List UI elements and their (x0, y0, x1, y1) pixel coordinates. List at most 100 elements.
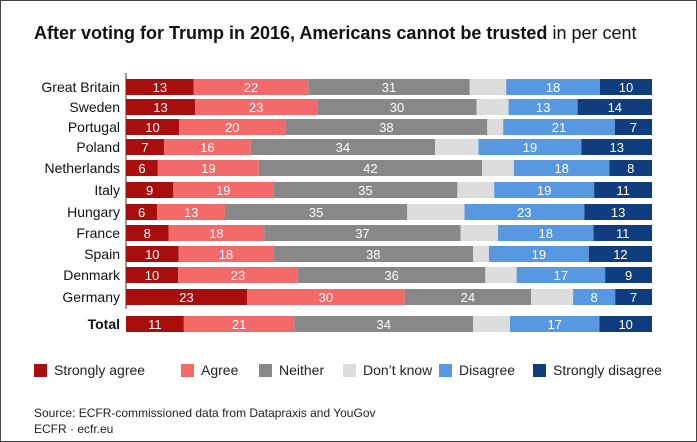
bar-italy-strongly-agree (126, 182, 174, 198)
bar-italy-don-t-know (457, 182, 495, 198)
bar-great-britain-neither (308, 79, 470, 95)
category-label-netherlands: Netherlands (45, 160, 121, 176)
bar-italy-strongly-disagree (594, 182, 652, 198)
data-label-poland-neither: 34 (336, 140, 350, 155)
data-label-spain-strongly-disagree: 12 (613, 247, 627, 262)
bar-germany-neither (404, 289, 532, 305)
bar-total-strongly-disagree (599, 316, 652, 332)
bar-netherlands-strongly-agree (126, 160, 158, 176)
legend-label-agree: Agree (201, 362, 239, 378)
data-label-germany-disagree: 8 (591, 290, 598, 305)
bar-hungary-agree (157, 204, 225, 220)
bar-spain-agree (178, 246, 274, 262)
bar-germany-strongly-disagree (615, 289, 652, 305)
data-label-sweden-strongly-disagree: 14 (608, 100, 622, 115)
legend-item-strongly-disagree: Strongly disagree (533, 362, 662, 378)
category-label-italy: Italy (94, 182, 120, 198)
bar-portugal-don-t-know (487, 119, 504, 135)
data-label-poland-disagree: 19 (523, 140, 537, 155)
data-label-france-strongly-agree: 8 (144, 226, 151, 241)
data-label-germany-agree: 30 (319, 290, 333, 305)
data-label-portugal-strongly-agree: 10 (145, 120, 159, 135)
data-label-france-agree: 18 (209, 226, 223, 241)
legend-label-neither: Neither (279, 362, 325, 378)
data-label-great-britain-neither: 31 (382, 80, 396, 95)
data-label-italy-strongly-agree: 9 (146, 183, 153, 198)
bar-hungary-strongly-disagree (584, 204, 652, 220)
legend-item-agree: Agree (181, 362, 238, 378)
data-label-netherlands-disagree: 18 (554, 161, 568, 176)
data-label-portugal-disagree: 21 (552, 120, 566, 135)
bar-france-agree (168, 225, 265, 241)
data-label-great-britain-agree: 22 (244, 80, 258, 95)
bar-france-disagree (497, 225, 594, 241)
data-label-spain-neither: 38 (366, 247, 380, 262)
category-label-france: France (76, 225, 120, 241)
bar-hungary-don-t-know (407, 204, 465, 220)
bar-great-britain-strongly-agree (126, 79, 194, 95)
category-label-hungary: Hungary (67, 204, 120, 220)
data-label-total-disagree: 17 (547, 317, 561, 332)
bar-germany-disagree (573, 289, 616, 305)
data-label-italy-disagree: 19 (537, 183, 551, 198)
bar-germany-strongly-agree (126, 289, 247, 305)
bar-sweden-strongly-agree (126, 99, 196, 115)
bar-france-don-t-know (460, 225, 498, 241)
bar-netherlands-don-t-know (481, 160, 514, 176)
bar-sweden-disagree (508, 99, 578, 115)
data-label-france-strongly-disagree: 11 (616, 226, 630, 241)
data-label-hungary-disagree: 23 (517, 205, 531, 220)
bar-hungary-neither (224, 204, 408, 220)
bar-poland-agree (163, 139, 251, 155)
credit-note: ECFR · ecfr.eu (34, 422, 114, 436)
category-label-denmark: Denmark (63, 267, 121, 283)
data-label-spain-agree: 18 (219, 247, 233, 262)
category-label-great-britain: Great Britain (41, 79, 120, 95)
legend-swatch-dont-know (343, 364, 356, 377)
data-label-sweden-neither: 30 (390, 100, 404, 115)
bar-denmark-don-t-know (485, 267, 517, 283)
legend-item-dont-know: Don’t know (343, 362, 432, 378)
bar-total-disagree (509, 316, 600, 332)
bar-spain-disagree (488, 246, 589, 262)
data-label-sweden-strongly-agree: 13 (153, 100, 167, 115)
bar-italy-neither (273, 182, 458, 198)
data-label-netherlands-neither: 42 (363, 161, 377, 176)
bar-netherlands-disagree (513, 160, 610, 176)
data-label-poland-strongly-agree: 7 (141, 140, 148, 155)
data-label-portugal-neither: 38 (379, 120, 393, 135)
bar-italy-agree (173, 182, 274, 198)
bar-france-strongly-disagree (593, 225, 652, 241)
chart-title-unit: in per cent (552, 23, 637, 43)
data-label-hungary-agree: 13 (184, 205, 198, 220)
data-label-germany-strongly-disagree: 7 (630, 290, 637, 305)
data-label-germany-strongly-agree: 23 (179, 290, 193, 305)
legend-item-strongly-agree: Strongly agree (34, 362, 145, 378)
data-label-portugal-strongly-disagree: 7 (630, 120, 637, 135)
bar-germany-don-t-know (531, 289, 574, 305)
bar-portugal-agree (179, 119, 286, 135)
bar-portugal-disagree (503, 119, 615, 135)
data-label-hungary-strongly-agree: 6 (138, 205, 145, 220)
data-label-great-britain-strongly-agree: 13 (153, 80, 167, 95)
data-label-france-disagree: 18 (539, 226, 553, 241)
data-label-italy-strongly-disagree: 11 (616, 183, 630, 198)
chart-title: After voting for Trump in 2016, American… (34, 23, 637, 44)
data-label-denmark-strongly-disagree: 9 (625, 268, 632, 283)
data-label-netherlands-strongly-agree: 6 (138, 161, 145, 176)
data-label-spain-disagree: 19 (532, 247, 546, 262)
footer: Source: ECFR-commissioned data from Data… (34, 405, 376, 437)
bar-hungary-disagree (464, 204, 585, 220)
category-label-spain: Spain (84, 246, 120, 262)
data-label-denmark-agree: 23 (231, 268, 245, 283)
bar-sweden-neither (317, 99, 477, 115)
legend-label-disagree: Disagree (459, 362, 516, 378)
bar-poland-neither (250, 139, 436, 155)
data-label-great-britain-strongly-disagree: 10 (619, 80, 633, 95)
legend-swatch-strongly-agree (34, 364, 47, 377)
bar-germany-agree (246, 289, 405, 305)
data-label-netherlands-agree: 19 (201, 161, 215, 176)
stacked-bar-chart: Great Britain 13 22 31 18 10 Sweden 13 23 30 13 14 P… (41, 73, 652, 332)
bar-spain-strongly-agree (126, 246, 179, 262)
data-label-poland-strongly-disagree: 13 (610, 140, 624, 155)
